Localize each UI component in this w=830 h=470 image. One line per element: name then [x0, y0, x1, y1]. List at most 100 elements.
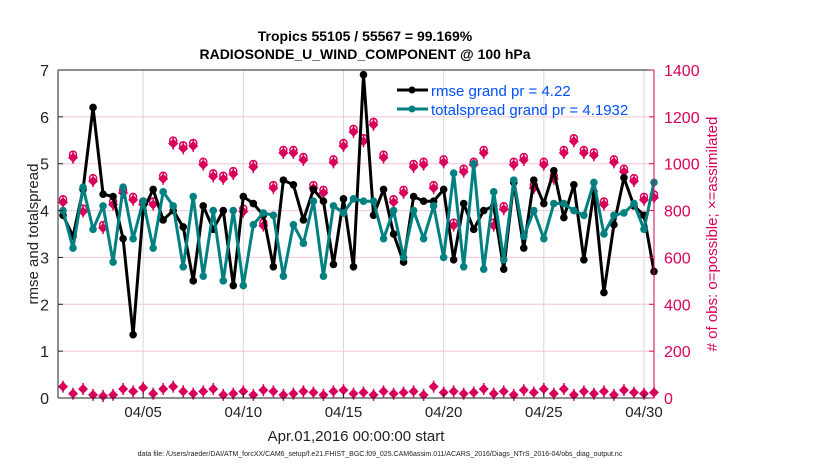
rmse-point: [149, 185, 157, 194]
y-right-tick-label: 800: [664, 204, 691, 221]
totalspread-point: [269, 211, 278, 220]
obs-assimilated-marker: [598, 385, 609, 398]
obs-assimilated-overlay: [638, 193, 649, 206]
obs-possible-marker: [288, 145, 299, 159]
rmse-point: [580, 255, 588, 264]
obs-possible-marker: [558, 145, 569, 159]
totalspread-point: [449, 169, 458, 177]
legend: rmse grand pr = 4.22 totalspread grand pr…: [397, 83, 628, 119]
obs-assimilated-marker: [268, 385, 279, 398]
totalspread-point: [580, 211, 588, 220]
obs-possible-marker: [428, 180, 439, 195]
obs-assimilated-overlay: [198, 158, 209, 171]
y-right-tick-label: 200: [664, 344, 691, 361]
obs-possible-marker: [68, 150, 79, 164]
obs-assimilated-marker: [178, 385, 189, 398]
totalspread-point: [479, 265, 488, 273]
obs-assimilated-marker: [248, 388, 259, 401]
obs-assimilated-marker: [618, 384, 629, 397]
y-tick-label: 3: [40, 250, 49, 267]
totalspread-point: [319, 272, 328, 280]
rmse-point: [349, 263, 358, 271]
rmse-point: [319, 197, 328, 205]
totalspread-point: [389, 206, 398, 215]
rmse-point: [219, 206, 228, 215]
obs-assimilated-overlay: [158, 172, 169, 185]
totalspread-point: [329, 202, 338, 210]
y-tick-label: 7: [40, 63, 49, 80]
obs-assimilated-overlay: [498, 203, 509, 216]
totalspread-point: [429, 202, 438, 210]
totalspread-point: [359, 197, 368, 205]
obs-possible-marker: [158, 171, 169, 185]
obs-possible-marker: [328, 155, 339, 169]
obs-possible-marker: [208, 169, 219, 183]
obs-assimilated-marker: [88, 388, 99, 401]
obs-assimilated-overlay: [208, 170, 219, 183]
rmse-point: [309, 185, 318, 194]
obs-assimilated-marker: [368, 388, 379, 401]
rmse-point: [479, 206, 488, 215]
obs-possible-marker: [458, 164, 469, 178]
legend-marker-0: [408, 86, 416, 94]
obs-possible-marker: [618, 164, 629, 178]
obs-assimilated-marker: [578, 385, 589, 398]
obs-assimilated-overlay: [568, 135, 579, 148]
obs-possible-marker: [478, 145, 489, 159]
obs-assimilated-marker: [108, 388, 119, 401]
obs-possible-marker: [448, 218, 459, 232]
rmse-point: [560, 213, 568, 222]
totalspread-point: [79, 183, 87, 191]
rmse-point: [550, 166, 558, 175]
totalspread-point: [89, 225, 97, 234]
totalspread-point: [289, 220, 298, 229]
y-tick-label: 1: [40, 344, 49, 361]
rmse-point: [459, 199, 468, 208]
obs-assimilated-overlay: [518, 154, 529, 167]
totalspread-point: [489, 188, 498, 196]
obs-assimilated-overlay: [318, 186, 329, 199]
rmse-point: [249, 199, 258, 208]
x-axis-label: Apr.01,2016 00:00:00 start: [268, 428, 446, 445]
series-layer: [58, 70, 659, 402]
obs-possible-marker: [388, 194, 399, 209]
obs-assimilated-marker: [298, 385, 309, 398]
y-right-tick-label: 1200: [664, 110, 700, 127]
obs-assimilated-overlay: [408, 161, 419, 174]
obs-possible-marker: [298, 152, 309, 167]
totalspread-point: [519, 232, 528, 241]
rmse-point: [540, 199, 548, 208]
obs-assimilated-marker: [98, 390, 109, 402]
totalspread-point: [119, 183, 127, 191]
obs-possible-marker: [418, 157, 429, 171]
obs-assimilated-marker: [128, 385, 139, 398]
obs-assimilated-marker: [358, 386, 369, 399]
obs-assimilated-marker: [328, 385, 339, 398]
totalspread-point: [399, 253, 408, 262]
y-axis-label: rmse and totalspread: [25, 164, 42, 305]
obs-assimilated-overlay: [378, 151, 389, 164]
totalspread-point: [550, 199, 558, 208]
rmse-point: [199, 202, 208, 210]
obs-assimilated-overlay: [478, 147, 489, 159]
obs-assimilated-marker: [518, 384, 529, 397]
obs-assimilated-overlay: [438, 156, 449, 169]
obs-possible-marker: [578, 145, 589, 159]
y-right-tick-label: 1400: [664, 63, 700, 80]
rmse-point: [529, 176, 538, 184]
totalspread-point: [439, 253, 448, 262]
obs-possible-marker: [128, 192, 139, 206]
totalspread-point: [560, 199, 568, 208]
obs-assimilated-marker: [78, 382, 89, 395]
obs-assimilated-marker: [218, 388, 229, 401]
obs-possible-marker: [568, 134, 579, 148]
rmse-point: [439, 185, 448, 194]
rmse-point: [229, 281, 238, 290]
totalspread-point: [139, 197, 147, 205]
obs-possible-marker: [638, 192, 649, 206]
rmse-point: [409, 192, 418, 201]
obs-assimilated-overlay: [128, 193, 139, 206]
rmse-line: [61, 73, 656, 337]
rmse-point: [189, 277, 198, 285]
